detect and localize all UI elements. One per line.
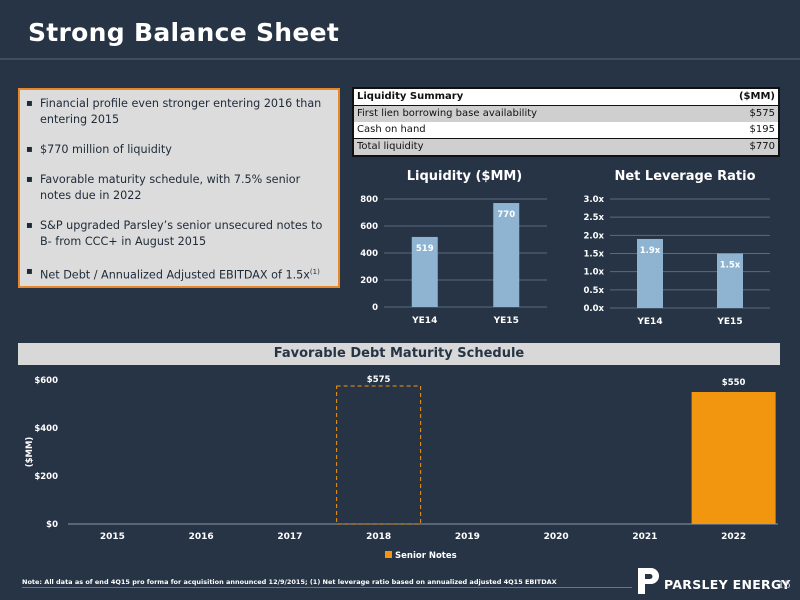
table-cell-label: Total liquidity xyxy=(357,141,424,152)
x-tick-label: 2017 xyxy=(277,532,302,542)
bullet-text: Net Debt / Annualized Adjusted EBITDAX o… xyxy=(40,268,310,282)
bar-ye15 xyxy=(493,203,520,307)
bullet-item: S&P upgraded Parsley’s senior unsecured … xyxy=(26,218,332,250)
leverage-chart-title: Net Leverage Ratio xyxy=(614,169,755,184)
table-header-label: Liquidity Summary xyxy=(357,91,464,102)
debt-maturity-chart: $0 $200 $400 $600 ($MM) 2015 2016 2017 2018 2019 2… xyxy=(25,375,778,561)
footnote: Note: All data as of end 4Q15 pro forma … xyxy=(22,578,557,586)
bar-ye14 xyxy=(411,236,438,307)
y-tick-label: 3.0x xyxy=(583,195,604,205)
y-tick-label: 2.0x xyxy=(583,231,604,241)
table-header-row: Liquidity Summary ($MM) xyxy=(354,89,778,106)
x-tick-label: YE15 xyxy=(716,317,742,327)
x-tick-label: 2016 xyxy=(189,532,214,542)
debt-maturity-title: Favorable Debt Maturity Schedule xyxy=(18,343,780,365)
table-row: Cash on hand $195 xyxy=(354,122,778,138)
legend-label: Senior Notes xyxy=(395,551,457,561)
y-tick-label: $200 xyxy=(34,472,58,482)
y-tick-label: 800 xyxy=(360,195,378,205)
bar-senior-notes-2022 xyxy=(691,392,776,524)
x-tick-label: YE14 xyxy=(636,317,662,327)
borrowing-base-outline xyxy=(336,385,422,525)
table-cell-label: First lien borrowing base availability xyxy=(357,108,538,119)
y-tick-label: $0 xyxy=(46,520,58,530)
y-tick-label: 0.0x xyxy=(583,304,604,314)
x-tick-label: 2018 xyxy=(366,532,391,542)
title-divider xyxy=(0,58,800,60)
y-tick-label: 0 xyxy=(372,303,378,313)
x-tick-label: 2021 xyxy=(632,532,657,542)
x-tick-label: 2015 xyxy=(100,532,125,542)
table-row: First lien borrowing base availability $… xyxy=(354,106,778,122)
bullet-item: Financial profile even stronger entering… xyxy=(26,96,332,128)
table-cell-value: $770 xyxy=(749,141,775,152)
x-tick-label: 2019 xyxy=(455,532,480,542)
bullet-item: $770 million of liquidity xyxy=(26,142,332,158)
x-tick-label: YE15 xyxy=(493,316,519,326)
x-tick-label: 2022 xyxy=(721,532,746,542)
y-tick-label: 0.5x xyxy=(583,286,604,296)
y-tick-label: 1.0x xyxy=(583,268,604,278)
y-tick-label: $600 xyxy=(34,376,58,386)
bullet-text: Favorable maturity schedule, with 7.5% s… xyxy=(40,173,301,202)
bullet-item: Favorable maturity schedule, with 7.5% s… xyxy=(26,172,332,204)
page-title: Strong Balance Sheet xyxy=(28,18,340,47)
data-label: 1.5x xyxy=(720,261,741,271)
x-tick-label: YE14 xyxy=(411,316,437,326)
liquidity-chart: Liquidity ($MM) 0 200 400 600 800 519 YE14 770 YE… xyxy=(360,169,547,326)
y-tick-label: 400 xyxy=(360,249,378,259)
y-tick-label: 200 xyxy=(360,276,378,286)
bullet-item: Net Debt / Annualized Adjusted EBITDAX o… xyxy=(26,264,332,284)
highlights-box: Financial profile even stronger entering… xyxy=(18,88,340,288)
table-cell-label: Cash on hand xyxy=(357,124,426,135)
bullet-text: Financial profile even stronger entering… xyxy=(40,97,322,126)
y-axis-label: ($MM) xyxy=(25,437,35,468)
liquidity-summary-table: Liquidity Summary ($MM) First lien borro… xyxy=(352,87,780,157)
y-tick-label: 600 xyxy=(360,222,378,232)
x-tick-label: 2020 xyxy=(544,532,569,542)
data-label: 519 xyxy=(416,244,434,254)
data-label: $550 xyxy=(722,378,746,388)
data-label: 770 xyxy=(497,210,515,220)
data-label: 1.9x xyxy=(640,246,661,256)
table-row: Total liquidity $770 xyxy=(354,138,778,155)
logo-text: PARSLEY ENERGY xyxy=(664,577,791,592)
y-tick-label: $400 xyxy=(34,424,58,434)
y-tick-label: 1.5x xyxy=(583,250,604,260)
table-cell-value: $575 xyxy=(749,108,775,119)
page-number: 15 xyxy=(778,580,791,591)
legend-swatch xyxy=(385,551,392,558)
net-leverage-chart: Net Leverage Ratio 0.0x 0.5x 1.0x 1.5x 2.0x 2.… xyxy=(583,169,770,327)
table-cell-value: $195 xyxy=(749,124,775,135)
company-logo: PARSLEY ENERGY xyxy=(636,566,790,596)
bar-ye14 xyxy=(637,238,663,308)
y-tick-label: 2.5x xyxy=(583,213,604,223)
annotation-label: $575 xyxy=(367,375,391,385)
footer-divider xyxy=(22,587,632,588)
table-header-unit: ($MM) xyxy=(738,91,775,102)
bullet-text: S&P upgraded Parsley’s senior unsecured … xyxy=(40,219,323,248)
bar-ye15 xyxy=(717,253,743,308)
footnote-marker: (1) xyxy=(309,268,320,276)
bullet-text: $770 million of liquidity xyxy=(40,143,172,156)
parsley-logo-icon xyxy=(638,568,659,594)
liquidity-chart-title: Liquidity ($MM) xyxy=(407,169,523,184)
